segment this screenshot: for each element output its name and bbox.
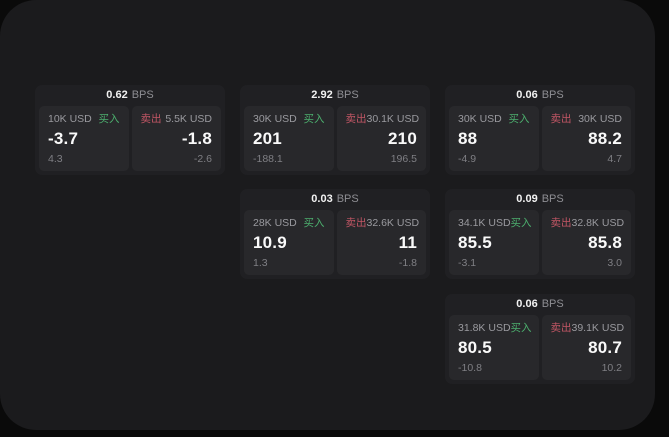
buy-price: 88 bbox=[458, 129, 478, 148]
sell-price: 210 bbox=[388, 129, 417, 148]
sell-change: 4.7 bbox=[607, 153, 622, 165]
bps-header: 2.92 BPS bbox=[244, 85, 426, 106]
quote-body: 30K USD 买入 201 -188.1 卖出 30.1K USD 210 1… bbox=[244, 106, 426, 171]
buy-change: 4.3 bbox=[48, 153, 63, 165]
sell-tile[interactable]: 卖出 32.6K USD 11 -1.8 bbox=[336, 210, 426, 275]
buy-tile[interactable]: 28K USD 买入 10.9 1.3 bbox=[244, 210, 334, 275]
quote-body: 31.8K USD 买入 80.5 -10.8 卖出 39.1K USD 80.… bbox=[449, 315, 631, 380]
bps-header: 0.03 BPS bbox=[244, 189, 426, 210]
buy-size: 34.1K USD bbox=[458, 217, 511, 229]
bps-unit: BPS bbox=[131, 89, 154, 101]
buy-label: 买入 bbox=[98, 113, 120, 125]
sell-label: 卖出 bbox=[345, 113, 367, 125]
quote-card: 2.92 BPS 30K USD 买入 201 -188.1 卖出 30.1K … bbox=[240, 85, 430, 175]
sell-tile[interactable]: 卖出 5.5K USD -1.8 -2.6 bbox=[131, 106, 221, 171]
buy-tile[interactable]: 30K USD 买入 201 -188.1 bbox=[244, 106, 334, 171]
bps-header: 0.62 BPS bbox=[39, 85, 221, 106]
sell-price: 80.7 bbox=[588, 338, 622, 357]
sell-label: 卖出 bbox=[550, 113, 572, 125]
sell-price: 88.2 bbox=[588, 129, 622, 148]
buy-size: 10K USD bbox=[48, 113, 92, 125]
bps-unit: BPS bbox=[336, 193, 359, 205]
sell-label: 卖出 bbox=[345, 217, 367, 229]
quote-card: 0.62 BPS 10K USD 买入 -3.7 4.3 卖出 5.5K USD… bbox=[35, 85, 225, 175]
quote-body: 30K USD 买入 88 -4.9 卖出 30K USD 88.2 4.7 bbox=[449, 106, 631, 171]
bps-value: 0.09 bbox=[516, 193, 538, 205]
buy-price: 80.5 bbox=[458, 338, 492, 357]
sell-change: 196.5 bbox=[390, 153, 417, 165]
sell-change: -1.8 bbox=[398, 257, 417, 269]
buy-change: -4.9 bbox=[458, 153, 477, 165]
sell-tile[interactable]: 卖出 39.1K USD 80.7 10.2 bbox=[541, 315, 631, 380]
buy-change: -3.1 bbox=[458, 257, 477, 269]
bps-header: 0.06 BPS bbox=[449, 294, 631, 315]
bps-unit: BPS bbox=[541, 298, 564, 310]
quote-card: 0.06 BPS 31.8K USD 买入 80.5 -10.8 卖出 39.1… bbox=[445, 294, 635, 384]
bps-value: 2.92 bbox=[311, 89, 333, 101]
buy-label: 买入 bbox=[508, 113, 530, 125]
sell-size: 32.6K USD bbox=[366, 217, 420, 229]
bps-value: 0.06 bbox=[516, 89, 538, 101]
bps-header: 0.06 BPS bbox=[449, 85, 631, 106]
buy-price: 201 bbox=[253, 129, 282, 148]
bps-unit: BPS bbox=[336, 89, 359, 101]
bps-unit: BPS bbox=[541, 89, 564, 101]
buy-label: 买入 bbox=[510, 217, 532, 229]
bps-header: 0.09 BPS bbox=[449, 189, 631, 210]
sell-label: 卖出 bbox=[140, 113, 162, 125]
sell-change: -2.6 bbox=[193, 153, 212, 165]
sell-size: 30K USD bbox=[578, 113, 622, 125]
sell-tile[interactable]: 卖出 30K USD 88.2 4.7 bbox=[541, 106, 631, 171]
buy-label: 买入 bbox=[510, 322, 532, 334]
quote-card: 0.09 BPS 34.1K USD 买入 85.5 -3.1 卖出 32.8K… bbox=[445, 189, 635, 279]
sell-label: 卖出 bbox=[550, 322, 572, 334]
sell-price: 11 bbox=[398, 233, 417, 252]
buy-label: 买入 bbox=[303, 217, 325, 229]
app-panel: 0.62 BPS 10K USD 买入 -3.7 4.3 卖出 5.5K USD… bbox=[0, 0, 655, 430]
buy-tile[interactable]: 30K USD 买入 88 -4.9 bbox=[449, 106, 539, 171]
bps-value: 0.06 bbox=[516, 298, 538, 310]
buy-price: 10.9 bbox=[253, 233, 287, 252]
sell-size: 5.5K USD bbox=[165, 113, 212, 125]
buy-change: 1.3 bbox=[253, 257, 268, 269]
bps-unit: BPS bbox=[541, 193, 564, 205]
sell-change: 10.2 bbox=[601, 362, 622, 374]
buy-size: 30K USD bbox=[458, 113, 502, 125]
bps-value: 0.03 bbox=[311, 193, 333, 205]
quote-card: 0.06 BPS 30K USD 买入 88 -4.9 卖出 30K USD 8… bbox=[445, 85, 635, 175]
sell-size: 30.1K USD bbox=[366, 113, 420, 125]
quote-body: 10K USD 买入 -3.7 4.3 卖出 5.5K USD -1.8 -2.… bbox=[39, 106, 221, 171]
buy-size: 31.8K USD bbox=[458, 322, 511, 334]
quote-body: 34.1K USD 买入 85.5 -3.1 卖出 32.8K USD 85.8… bbox=[449, 210, 631, 275]
sell-price: 85.8 bbox=[588, 233, 622, 252]
sell-size: 32.8K USD bbox=[571, 217, 625, 229]
sell-price: -1.8 bbox=[181, 129, 212, 148]
buy-size: 28K USD bbox=[253, 217, 297, 229]
buy-tile[interactable]: 31.8K USD 买入 80.5 -10.8 bbox=[449, 315, 539, 380]
bps-value: 0.62 bbox=[106, 89, 128, 101]
buy-tile[interactable]: 10K USD 买入 -3.7 4.3 bbox=[39, 106, 129, 171]
sell-size: 39.1K USD bbox=[571, 322, 625, 334]
buy-label: 买入 bbox=[303, 113, 325, 125]
sell-change: 3.0 bbox=[607, 257, 622, 269]
buy-change: -10.8 bbox=[458, 362, 482, 374]
buy-price: 85.5 bbox=[458, 233, 492, 252]
buy-tile[interactable]: 34.1K USD 买入 85.5 -3.1 bbox=[449, 210, 539, 275]
quote-card: 0.03 BPS 28K USD 买入 10.9 1.3 卖出 32.6K US… bbox=[240, 189, 430, 279]
quote-body: 28K USD 买入 10.9 1.3 卖出 32.6K USD 11 -1.8 bbox=[244, 210, 426, 275]
buy-price: -3.7 bbox=[48, 129, 79, 148]
sell-tile[interactable]: 卖出 30.1K USD 210 196.5 bbox=[336, 106, 426, 171]
sell-label: 卖出 bbox=[550, 217, 572, 229]
buy-change: -188.1 bbox=[253, 153, 283, 165]
sell-tile[interactable]: 卖出 32.8K USD 85.8 3.0 bbox=[541, 210, 631, 275]
buy-size: 30K USD bbox=[253, 113, 297, 125]
